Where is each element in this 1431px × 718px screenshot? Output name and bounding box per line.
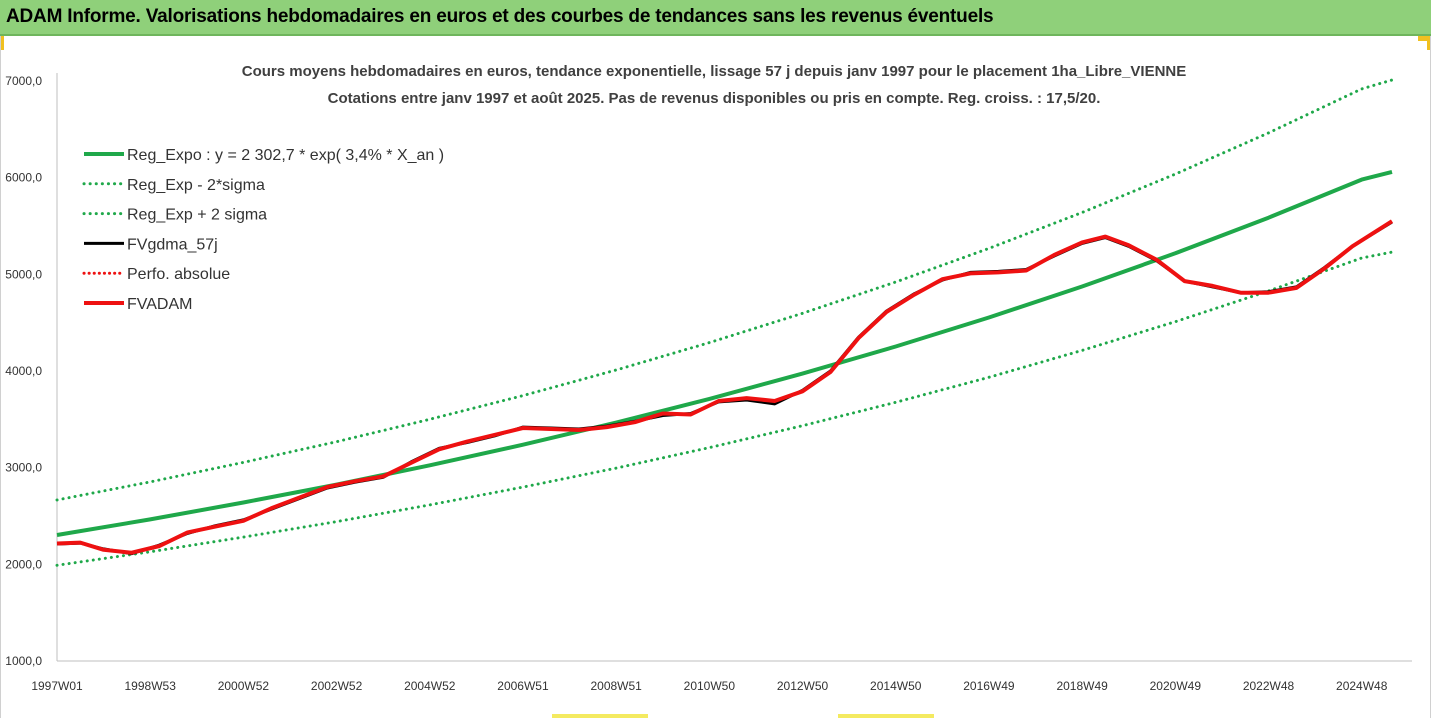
chart-title-line: Cours moyens hebdomadaires en euros, ten… bbox=[242, 63, 1187, 80]
legend-label: Reg_Exp + 2 sigma bbox=[127, 207, 267, 224]
x-tick-label: 2012W50 bbox=[777, 679, 829, 693]
x-tick-label: 2002W52 bbox=[311, 679, 363, 693]
chart-title-line: Cotations entre janv 1997 et août 2025. … bbox=[328, 90, 1101, 107]
series-fvadam-line bbox=[56, 219, 1394, 555]
series-fvgdma-line bbox=[56, 220, 1393, 556]
y-tick-label: 7000,0 bbox=[5, 74, 42, 88]
header-bar: ADAM Informe. Valorisations hebdomadaire… bbox=[0, 0, 1431, 36]
series-reg-exp-minus-line bbox=[55, 250, 1394, 567]
x-tick-label: 2008W51 bbox=[590, 679, 642, 693]
bottom-tab-right bbox=[838, 714, 934, 718]
legend-label: FVgdma_57j bbox=[127, 236, 218, 253]
legend-label: FVADAM bbox=[127, 296, 192, 313]
chart-axes bbox=[56, 73, 1412, 662]
y-tick-label: 5000,0 bbox=[5, 267, 42, 281]
x-tick-label: 2014W50 bbox=[870, 679, 922, 693]
y-tick-label: 4000,0 bbox=[5, 364, 42, 378]
bottom-tab-left bbox=[552, 714, 648, 718]
legend-label: Perfo. absolue bbox=[127, 266, 230, 283]
y-tick-labels: 1000,0 2000,0 3000,0 4000,0 5000,0 6000,0 7000… bbox=[5, 74, 42, 668]
chart-titles: Cours moyens hebdomadaires en euros, ten… bbox=[242, 63, 1187, 107]
header-corner-left bbox=[0, 36, 4, 50]
series-reg-expo-line bbox=[56, 169, 1393, 537]
chart-legend: Reg_Expo : y = 2 302,7 * exp( 3,4% * X_a… bbox=[82, 147, 444, 313]
y-tick-label: 6000,0 bbox=[5, 171, 42, 185]
x-tick-labels: 1997W01 1998W53 2000W52 2002W52 2004W52 2006W… bbox=[31, 679, 1387, 693]
x-tick-label: 1998W53 bbox=[125, 679, 177, 693]
header-corner-right-vertical bbox=[1427, 36, 1431, 50]
chart-series bbox=[55, 78, 1394, 567]
x-tick-label: 2006W51 bbox=[497, 679, 549, 693]
header-corner-right bbox=[1418, 36, 1431, 41]
x-tick-label: 2024W48 bbox=[1336, 679, 1388, 693]
series-reg-exp-plus-line bbox=[55, 78, 1394, 502]
x-tick-label: 2018W49 bbox=[1056, 679, 1108, 693]
x-tick-label: 2010W50 bbox=[684, 679, 736, 693]
x-tick-label: 2004W52 bbox=[404, 679, 456, 693]
legend-label: Reg_Expo : y = 2 302,7 * exp( 3,4% * X_a… bbox=[127, 147, 444, 164]
legend-label: Reg_Exp - 2*sigma bbox=[127, 177, 265, 194]
page-title: ADAM Informe. Valorisations hebdomadaire… bbox=[6, 6, 994, 27]
y-tick-label: 1000,0 bbox=[5, 654, 42, 668]
x-tick-label: 1997W01 bbox=[31, 679, 83, 693]
x-tick-label: 2020W49 bbox=[1150, 679, 1202, 693]
x-tick-label: 2016W49 bbox=[963, 679, 1015, 693]
x-tick-label: 2000W52 bbox=[218, 679, 270, 693]
y-tick-label: 2000,0 bbox=[5, 557, 42, 571]
y-tick-label: 3000,0 bbox=[5, 461, 42, 475]
x-tick-label: 2022W48 bbox=[1243, 679, 1295, 693]
